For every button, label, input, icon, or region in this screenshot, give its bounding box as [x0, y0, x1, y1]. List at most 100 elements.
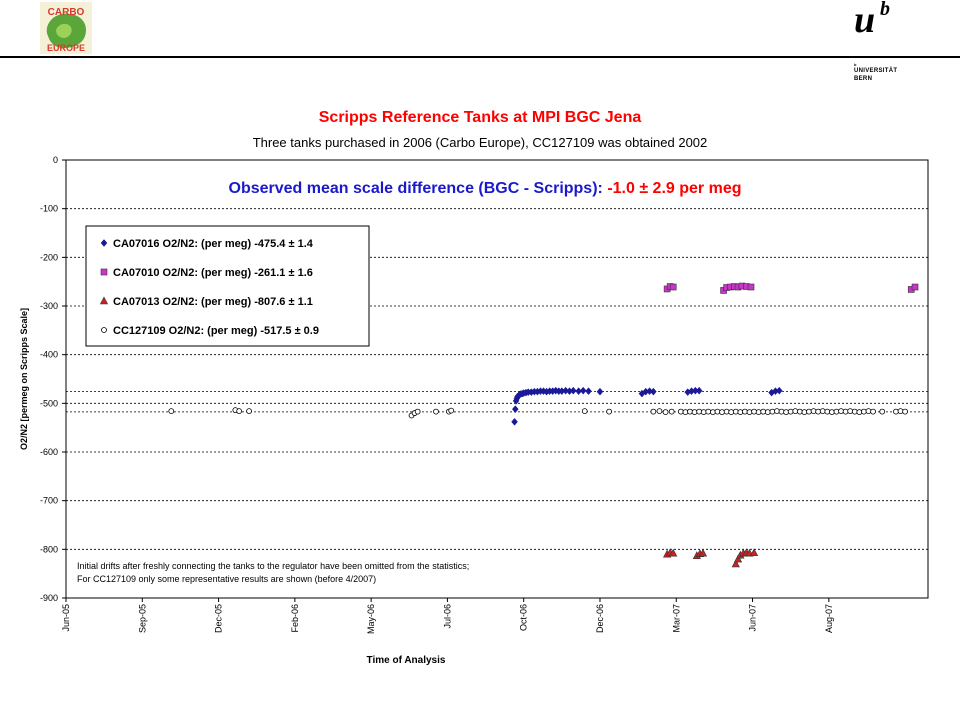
legend-items: CA07016 O2/N2: (per meg) -475.4 ± 1.4CA0… [99, 238, 319, 337]
logo-b-small: b [854, 62, 857, 67]
circle-point [236, 408, 243, 415]
y-tick-label: -900 [40, 593, 58, 603]
diamond-point [511, 417, 518, 426]
legend-sd: 1.4 [295, 238, 314, 250]
plot-frame [65, 159, 929, 599]
legend-plusminus: ± [292, 325, 301, 337]
chart-subtitle: Three tanks purchased in 2006 (Carbo Eur… [253, 135, 708, 150]
data-points [168, 282, 919, 568]
legend-mean: -517.5 [257, 325, 291, 337]
annotation-value: -1.0 ± 2.9 per meg [607, 180, 741, 197]
legend-series-name: CA07013 O2/N2: (per meg) [113, 296, 251, 308]
legend-entry: CA07013 O2/N2: (per meg) -807.6 ± 1.1 [113, 296, 313, 308]
triangle-point [731, 559, 740, 568]
diamond-point [775, 386, 783, 395]
legend-series-name: CC127109 O2/N2: (per meg) [113, 325, 258, 337]
legend-series-name: CA07010 O2/N2: (per meg) [113, 267, 251, 279]
legend-mean: -261.1 [251, 267, 285, 279]
circle-point [168, 408, 175, 415]
y-tick-label: -700 [40, 496, 58, 506]
triangle-point [669, 548, 678, 557]
note-line-2: For CC127109 only some representative re… [77, 574, 376, 584]
legend-mean: -475.4 [251, 238, 286, 250]
carbo-europe-logo: CARBO EUROPE [40, 2, 92, 54]
x-tick-label: May-06 [366, 604, 376, 634]
legend-marker [100, 239, 108, 247]
logo-u-mark: u [854, 0, 876, 41]
legend-box: CA07016 O2/N2: (per meg) -475.4 ± 1.4CA0… [85, 225, 370, 347]
x-tick-label: Sep-05 [137, 604, 147, 633]
x-tick-label: Mar-07 [671, 604, 681, 633]
circle-point [433, 408, 439, 415]
scale-difference-annotation: Observed mean scale difference (BGC - Sc… [229, 180, 742, 197]
y-tick-label: -400 [40, 350, 58, 360]
legend-series-name: CA07016 O2/N2: (per meg) [113, 238, 251, 250]
x-tick-label: Oct-06 [519, 604, 529, 631]
header-rule [0, 56, 960, 58]
y-axis-label: O2/N2 [permeg on Scripps Scale] [19, 308, 29, 450]
y-tick-label: -200 [40, 252, 58, 262]
legend-entry: CA07010 O2/N2: (per meg) -261.1 ± 1.6 [113, 267, 313, 279]
note-line-1: Initial drifts after freshly connecting … [77, 561, 469, 571]
square-point [911, 283, 919, 291]
legend-sd: 0.9 [301, 325, 319, 337]
diamond-point [596, 387, 604, 396]
legend-marker [99, 296, 109, 305]
circle-point [656, 408, 663, 415]
y-tick-label: 0 [53, 155, 58, 165]
legend-plusminus: ± [285, 267, 294, 279]
logo-b-mark: b [880, 0, 890, 20]
x-axis-label: Time of Analysis [367, 655, 446, 666]
legend-frame [85, 225, 370, 347]
university-of-bern-logo: u b [850, 0, 920, 84]
y-tick-label: -100 [40, 204, 58, 214]
circle-point [668, 408, 675, 415]
y-tick-label: -600 [40, 447, 58, 457]
legend-sd: 1.6 [295, 267, 313, 279]
circle-point [414, 408, 421, 415]
circle-point [662, 409, 669, 415]
triangle-point [749, 548, 759, 557]
diamond-point [695, 386, 703, 395]
triangle-point [698, 548, 708, 557]
x-tick-label: Jun-07 [748, 604, 758, 632]
x-tick-label: Feb-06 [290, 604, 300, 633]
legend-plusminus: ± [285, 238, 294, 250]
square-point [669, 283, 677, 291]
diamond-point [579, 386, 587, 395]
circle-point [902, 408, 909, 415]
x-tick-label: Dec-06 [595, 604, 605, 633]
legend-mean: -807.6 [251, 296, 285, 308]
chart-title: Scripps Reference Tanks at MPI BGC Jena [319, 109, 642, 126]
circle-point [879, 408, 886, 415]
logo-left-line1: CARBO [48, 7, 85, 18]
diamond-point [569, 386, 577, 395]
diamond-point [650, 387, 657, 396]
diamond-point [511, 405, 519, 414]
square-point [747, 283, 755, 291]
circle-point [650, 408, 657, 415]
x-tick-labels: Jun-05 Sep-05 Dec-05 Feb-06 May-06 Jul-06 Oct-… [61, 598, 834, 634]
x-tick-label: Jul-06 [442, 604, 452, 629]
circle-point [606, 408, 613, 415]
circle-point [581, 408, 588, 415]
y-tick-label: -300 [40, 301, 58, 311]
x-tick-label: Jun-05 [61, 604, 71, 632]
x-tick-label: Dec-05 [214, 604, 224, 633]
y-tick-label: -500 [40, 398, 58, 408]
y-tick-label: -800 [40, 544, 58, 554]
triangle-point [733, 554, 743, 563]
legend-entry: CA07016 O2/N2: (per meg) -475.4 ± 1.4 [113, 238, 314, 250]
logo-bern-label: BERN [854, 76, 873, 82]
circle-point [448, 407, 455, 414]
logo-university-label: UNIVERSITÄT [854, 68, 898, 74]
diamond-point [585, 387, 592, 396]
legend-marker [100, 268, 108, 276]
x-tick-label: Aug-07 [824, 604, 834, 633]
circle-point [870, 408, 876, 415]
legend-marker [101, 327, 107, 333]
annotation-label: Observed mean scale difference (BGC - Sc… [229, 180, 608, 197]
legend-plusminus: ± [285, 296, 294, 308]
legend-entry: CC127109 O2/N2: (per meg) -517.5 ± 0.9 [113, 325, 319, 337]
